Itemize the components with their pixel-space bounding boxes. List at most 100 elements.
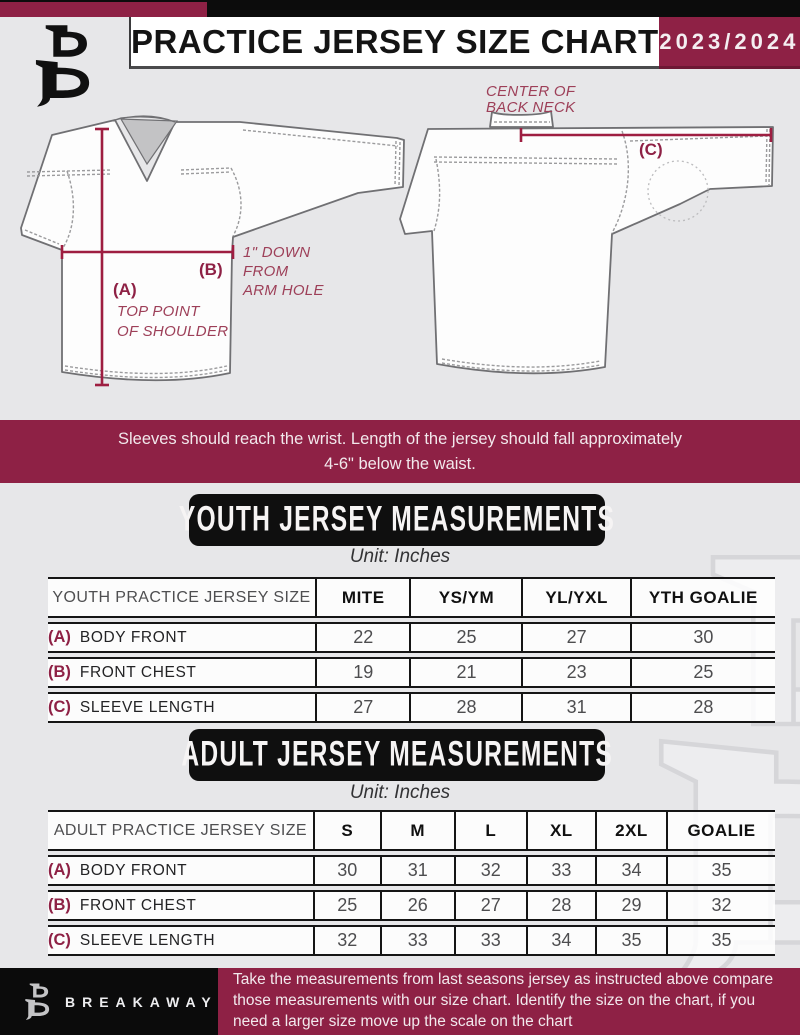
front-neck-opening — [119, 118, 179, 166]
table-cell: 30 — [631, 622, 775, 653]
adult-header-l: L — [455, 810, 528, 851]
front-note-b-line3: ARM HOLE — [242, 282, 324, 299]
footer-instructions: Take the measurements from last seasons … — [218, 968, 800, 1035]
season-label: 2023/2024 — [659, 28, 800, 54]
youth-size-table: YOUTH PRACTICE JERSEY SIZE MITE YS/YM YL… — [48, 573, 775, 727]
table-cell: 33 — [455, 925, 528, 956]
table-row: (C) SLEEVE LENGTH 32 33 33 34 35 35 — [48, 925, 775, 956]
table-cell: 29 — [596, 890, 669, 921]
row-key: (A) — [48, 861, 71, 879]
adult-header-s: S — [314, 810, 382, 851]
front-label-a: (A) — [113, 280, 137, 299]
back-note-line1: CENTER OF — [486, 83, 576, 100]
youth-section-title: YOUTH JERSEY MEASUREMENTS — [178, 499, 616, 539]
table-cell: 32 — [314, 925, 382, 956]
fit-note-banner: Sleeves should reach the wrist. Length o… — [0, 420, 800, 483]
table-cell: 35 — [668, 855, 775, 886]
table-cell: 35 — [668, 925, 775, 956]
table-cell: 27 — [316, 692, 412, 723]
front-seams — [24, 129, 401, 379]
table-cell: 22 — [316, 622, 412, 653]
front-jersey-diagram: (B) 1" DOWN FROM ARM HOLE (A) TOP POINT … — [20, 115, 405, 387]
youth-header-goalie: YTH GOALIE — [631, 577, 775, 618]
front-jersey-body — [20, 119, 405, 382]
youth-unit-label: Unit: Inches — [349, 546, 451, 567]
adult-header-goalie: GOALIE — [668, 810, 775, 851]
table-cell: 28 — [527, 890, 597, 921]
row-key: (C) — [48, 698, 71, 716]
back-jersey-body — [399, 126, 774, 375]
adult-unit-label: Unit: Inches — [349, 782, 451, 803]
table-cell: 32 — [455, 855, 528, 886]
measurement-line-b — [60, 245, 235, 259]
adult-header-2xl: 2XL — [596, 810, 669, 851]
front-note-a-line2: OF SHOULDER — [117, 323, 228, 340]
adult-header-xl: XL — [527, 810, 597, 851]
table-cell: 34 — [527, 925, 597, 956]
youth-table-header-row: YOUTH PRACTICE JERSEY SIZE MITE YS/YM YL… — [48, 577, 775, 618]
row-label: FRONT CHEST — [79, 664, 197, 681]
back-jersey-diagram: (C) CENTER OF BACK NECK — [399, 83, 774, 375]
back-seams — [433, 121, 771, 372]
row-label-cell: (A) BODY FRONT — [48, 855, 315, 886]
page-title: PRACTICE JERSEY SIZE CHART — [131, 22, 659, 60]
row-label: SLEEVE LENGTH — [79, 932, 216, 949]
table-row: (A) BODY FRONT 30 31 32 33 34 35 — [48, 855, 775, 886]
table-row: (B) FRONT CHEST 19 21 23 25 — [48, 657, 775, 688]
measurement-line-c — [519, 128, 773, 142]
table-cell: 27 — [523, 622, 632, 653]
back-label-c: (C) — [639, 140, 663, 159]
youth-header-ylyxl: YL/YXL — [523, 577, 632, 618]
table-row: (C) SLEEVE LENGTH 27 28 31 28 — [48, 692, 775, 723]
footer-note-text: Take the measurements from last seasons … — [233, 971, 774, 1030]
front-note-b-line1: 1" DOWN — [243, 244, 310, 261]
youth-header-mite: MITE — [316, 577, 412, 618]
table-cell: 33 — [527, 855, 597, 886]
row-key: (B) — [48, 896, 71, 914]
table-cell: 28 — [631, 692, 775, 723]
back-note-line2: BACK NECK — [486, 99, 576, 116]
youth-section-banner: YOUTH JERSEY MEASUREMENTS — [179, 494, 614, 546]
table-cell: 23 — [523, 657, 632, 688]
breakaway-logo-icon — [20, 982, 54, 1022]
back-elbow-stitch — [647, 160, 709, 222]
table-cell: 31 — [523, 692, 632, 723]
row-label: BODY FRONT — [79, 629, 188, 646]
brand-name: BREAKAWAY — [65, 993, 218, 1010]
table-row: (B) FRONT CHEST 25 26 27 28 29 32 — [48, 890, 775, 921]
row-label: BODY FRONT — [79, 862, 188, 879]
adult-header-size-col: ADULT PRACTICE JERSEY SIZE — [48, 810, 315, 851]
back-collar — [489, 110, 554, 128]
measurement-line-a — [95, 127, 109, 387]
front-note-a-line1: TOP POINT — [117, 303, 201, 320]
row-label-cell: (A) BODY FRONT — [48, 622, 317, 653]
table-cell: 25 — [314, 890, 382, 921]
front-note-b-line2: FROM — [243, 263, 289, 280]
row-key: (C) — [48, 931, 71, 949]
row-label-cell: (C) SLEEVE LENGTH — [48, 925, 315, 956]
row-label-cell: (B) FRONT CHEST — [48, 890, 315, 921]
table-cell: 25 — [631, 657, 775, 688]
front-collar-back — [114, 115, 176, 123]
youth-header-ysym: YS/YM — [411, 577, 524, 618]
adult-header-m: M — [381, 810, 456, 851]
adult-size-table: ADULT PRACTICE JERSEY SIZE S M L XL 2XL … — [48, 806, 775, 960]
table-cell: 28 — [411, 692, 524, 723]
adult-section-banner: ADULT JERSEY MEASUREMENTS — [181, 729, 612, 781]
row-label-cell: (C) SLEEVE LENGTH — [48, 692, 317, 723]
adult-table-header-row: ADULT PRACTICE JERSEY SIZE S M L XL 2XL … — [48, 810, 775, 851]
title-box: PRACTICE JERSEY SIZE CHART — [129, 17, 659, 69]
fit-note-text: Sleeves should reach the wrist. Length o… — [117, 429, 683, 473]
table-cell: 25 — [411, 622, 524, 653]
jersey-diagrams: (B) 1" DOWN FROM ARM HOLE (A) TOP POINT … — [0, 69, 800, 420]
top-maroon-strip — [0, 2, 207, 17]
footer-brand-block: BREAKAWAY — [0, 968, 218, 1035]
row-label-cell: (B) FRONT CHEST — [48, 657, 317, 688]
table-cell: 34 — [596, 855, 669, 886]
row-key: (A) — [48, 628, 71, 646]
table-cell: 21 — [411, 657, 524, 688]
table-cell: 35 — [596, 925, 669, 956]
table-cell: 33 — [381, 925, 456, 956]
adult-section-title: ADULT JERSEY MEASUREMENTS — [181, 734, 613, 774]
